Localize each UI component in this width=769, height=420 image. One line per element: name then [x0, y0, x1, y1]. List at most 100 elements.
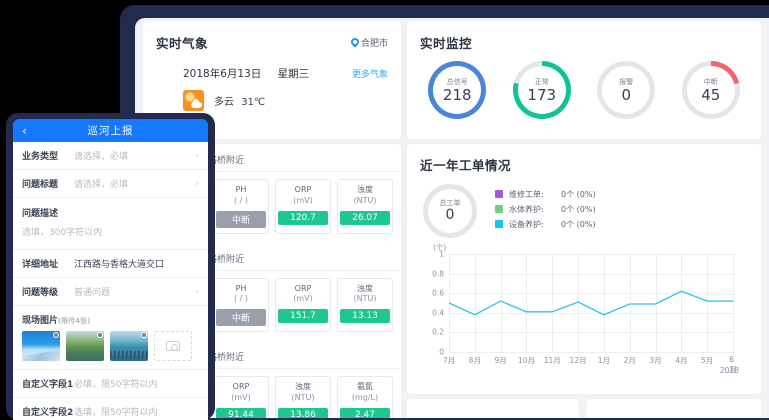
chart-y-unit: (个)	[433, 243, 447, 252]
gridline-v	[733, 254, 734, 352]
description-field[interactable]: 问题描述选填，300字符以内	[13, 198, 208, 250]
legend-swatch	[495, 190, 503, 198]
field-value: 请选择，必填	[74, 152, 129, 162]
weather-weekday: 星期三	[277, 68, 310, 80]
metric-unit: (NTU)	[353, 195, 377, 205]
workorder-title: 近一年工单情况	[420, 158, 512, 173]
metric-unit: ( / )	[233, 294, 249, 304]
metric-card[interactable]: ORP (mV) 151.7	[275, 277, 331, 333]
metric-card[interactable]: 氨氮 (mg/L) 2.47	[337, 376, 393, 418]
legend-item-2: 设备养护: 0个 (0%)	[495, 219, 596, 230]
monitor-ring-2: 报警 0	[597, 61, 656, 119]
metric-value: 151.7	[278, 309, 328, 324]
legend-label: 维修工单:	[509, 189, 544, 199]
weather-date-value: 2018年6月13日	[183, 68, 262, 80]
photo-thumbnail[interactable]	[110, 331, 148, 361]
mobile-title: 巡河上报	[87, 125, 134, 137]
x-tick: 2月	[623, 356, 636, 365]
metric-value: 120.7	[278, 210, 328, 225]
legend-swatch	[495, 220, 503, 228]
metric-card[interactable]: ORP (mV) 120.7	[275, 179, 331, 234]
metric-unit: (mV)	[293, 195, 313, 205]
monitor-ring-group: 总信号 218 正常 173 报警 0 中断 45	[407, 52, 761, 119]
field-label: 自定义字段2	[22, 408, 74, 418]
metric-card[interactable]: 浊度 (NTU) 13.13	[337, 277, 393, 333]
y-tick: 0.2	[432, 327, 444, 337]
metric-card[interactable]: PH( / ) 中断	[213, 179, 269, 234]
legend-value: 0个 (0%)	[561, 204, 596, 214]
metric-name: ORP	[294, 185, 312, 194]
metric-name: 浊度	[357, 185, 373, 194]
gridline-v	[526, 254, 528, 352]
metric-unit: (mg/L)	[351, 392, 379, 402]
total-workorder-label: 总工单	[439, 199, 461, 208]
total-workorder-value: 0	[445, 207, 455, 224]
metric-value: 91.44	[216, 407, 266, 418]
mobile-navbar: ‹ 巡河上报	[13, 119, 208, 142]
legend-swatch	[495, 205, 503, 213]
field-label: 问题标题	[22, 180, 59, 190]
metric-name: 浊度	[357, 283, 373, 293]
chart-y-axis: 0 0.2 0.4 0.6 0.8 1	[421, 250, 447, 357]
form-field-1[interactable]: 问题标题 请选择，必填 ›	[13, 170, 208, 198]
gridline-h	[449, 254, 733, 255]
x-tick: 7月	[442, 356, 456, 365]
metric-unit: (NTU)	[291, 392, 315, 402]
gridline-v	[603, 254, 605, 352]
photo-thumbnail[interactable]	[66, 331, 104, 361]
ring-value: 218	[442, 86, 472, 104]
custom-field-2[interactable]: 自定义字段2 选填，限50字符以内	[13, 398, 208, 420]
legend-label: 水体养护:	[509, 204, 544, 214]
x-tick: 4月	[675, 356, 688, 365]
map-pin-icon	[349, 35, 361, 48]
metric-name: PH	[235, 185, 247, 194]
level-field[interactable]: 问题等级 普通问题 ›	[13, 278, 208, 306]
weather-location[interactable]: 合肥市	[349, 35, 388, 49]
y-tick: 0	[439, 347, 444, 357]
gridline-v	[578, 254, 580, 352]
form-field-0[interactable]: 业务类型 请选择，必填 ›	[13, 142, 208, 170]
remove-photo-icon[interactable]	[97, 332, 103, 338]
field-label: 自定义字段1	[22, 380, 74, 390]
more-weather-link[interactable]: 更多气象	[351, 70, 388, 80]
workorder-legend: 维修工单: 0个 (0%) 水体养护: 0个 (0%) 设备养护: 0个 (0%)	[495, 189, 596, 234]
metric-card[interactable]: ORP (mV) 91.44	[213, 376, 269, 418]
x-tick: 11月	[543, 356, 561, 365]
metric-name: ORP	[232, 382, 250, 392]
photo-thumbnail[interactable]	[22, 331, 60, 361]
weather-condition-text: 多云	[214, 97, 234, 108]
gridline-h	[449, 352, 733, 353]
field-label: 问题等级	[22, 288, 59, 298]
mobile-form: 业务类型 请选择，必填 › 问题标题 请选择，必填 › 问题描述 选填，300字符以内 详细地址…	[13, 142, 208, 420]
gridline-v	[681, 254, 683, 352]
metric-name: 浊度	[295, 382, 311, 392]
description-placeholder: 选填，300字符以内	[22, 228, 103, 238]
chevron-left-icon[interactable]: ‹	[22, 123, 27, 138]
field-value: 普通问题	[74, 288, 111, 298]
legend-value: 0个 (0%)	[561, 189, 596, 199]
mobile-report-overlay: ‹ 巡河上报 业务类型 请选择，必填 › 问题标题 请选择，必填 › 问题描述 选填，300字…	[6, 113, 215, 420]
bottom-card-left	[407, 399, 579, 418]
description-label: 问题描述	[22, 209, 59, 219]
gridline-v	[474, 254, 476, 352]
gridline-v	[552, 254, 554, 352]
field-value: 请选择，必填	[74, 180, 129, 190]
metric-card[interactable]: PH( / ) 中断	[213, 277, 269, 333]
chart-year-label: 2018	[719, 366, 739, 375]
metric-card[interactable]: 浊度 (NTU) 26.07	[337, 179, 393, 234]
add-photo-button[interactable]	[154, 331, 192, 361]
field-value: 江西路与香格大道交口	[74, 260, 165, 270]
y-tick: 0.8	[432, 269, 444, 279]
metric-card[interactable]: 浊度 (NTU) 13.86	[275, 376, 331, 418]
camera-icon	[166, 341, 180, 351]
remove-photo-icon[interactable]	[141, 332, 147, 338]
custom-field-1[interactable]: 自定义字段1 必填，限50字符以内	[13, 370, 208, 398]
address-field[interactable]: 详细地址 江西路与香格大道交口	[13, 250, 208, 278]
photo-upload-section: 现场图片(限传4张)	[13, 306, 208, 370]
y-tick: 0.4	[432, 308, 444, 318]
ring-label: 总信号	[446, 78, 468, 86]
x-tick: 5月	[701, 356, 714, 365]
gridline-h	[449, 332, 733, 334]
gridline-h	[449, 312, 733, 314]
remove-photo-icon[interactable]	[53, 332, 59, 338]
